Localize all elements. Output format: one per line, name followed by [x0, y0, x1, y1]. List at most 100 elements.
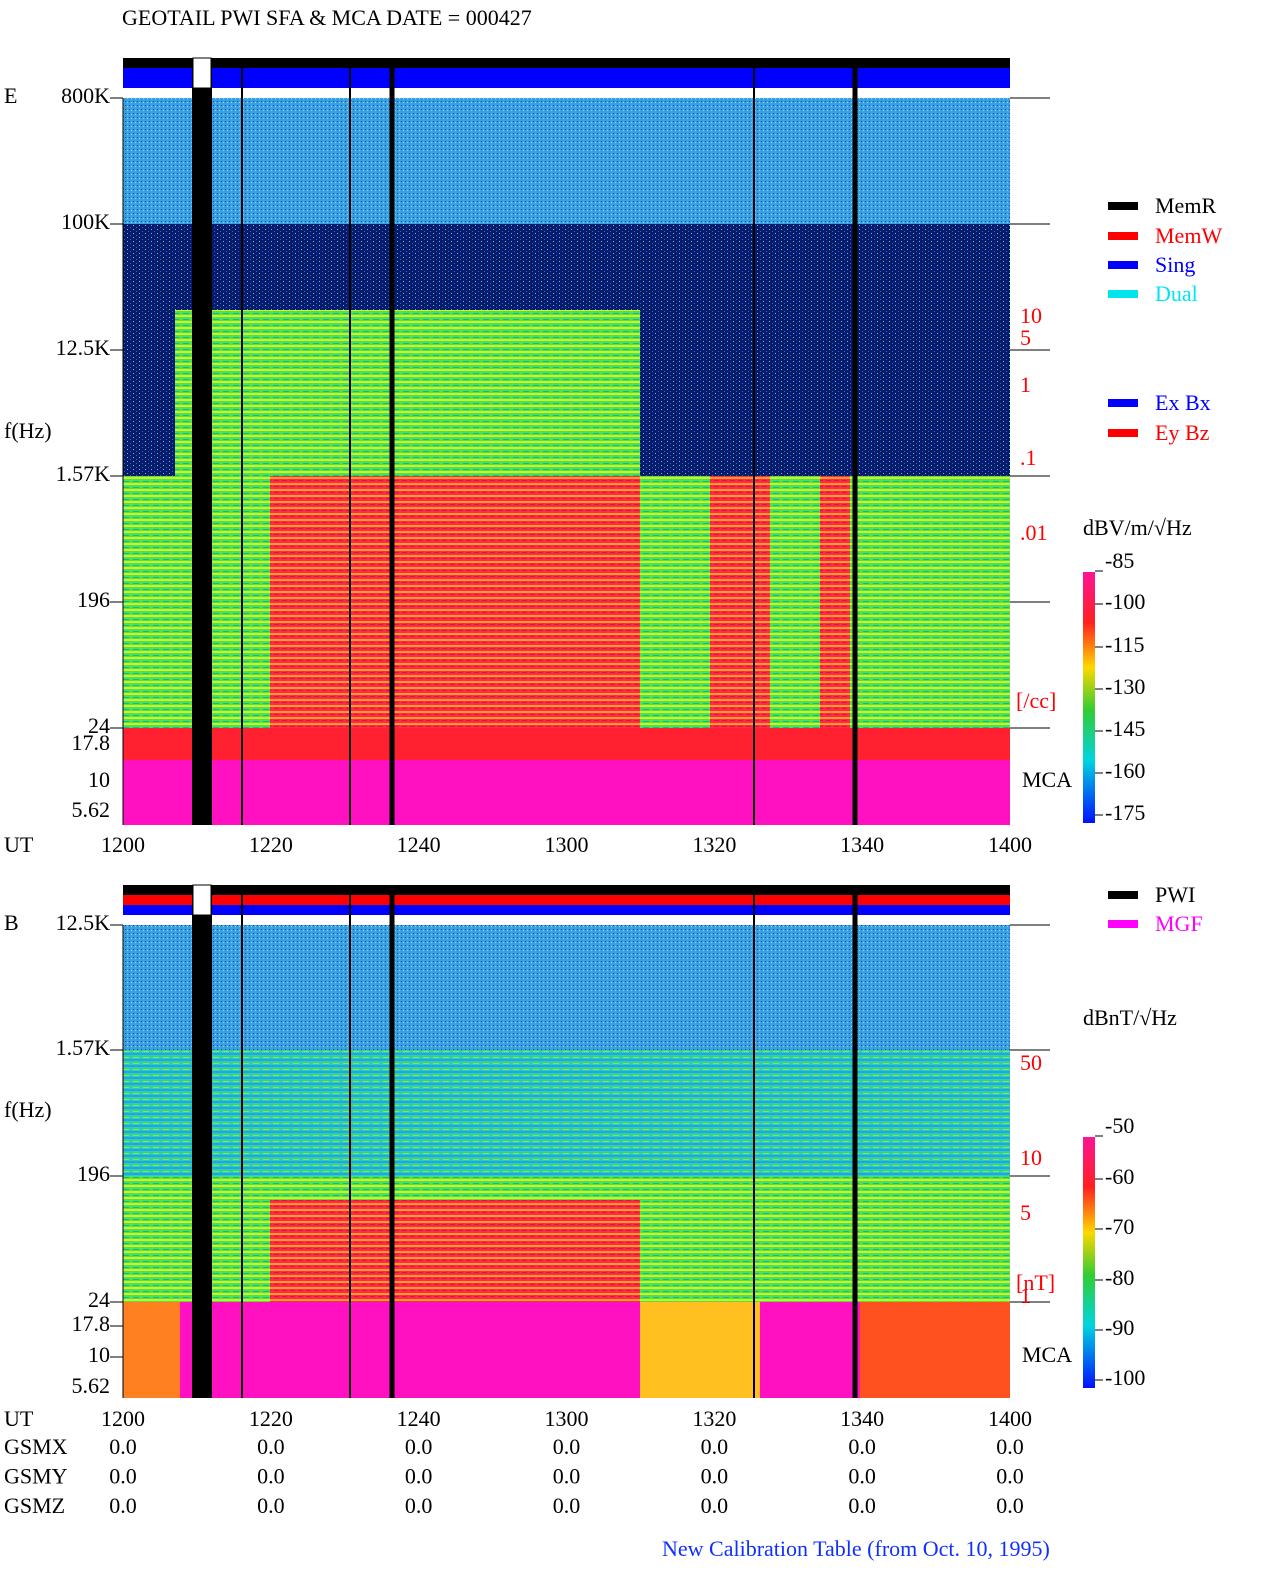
density-tick: 10 — [1020, 303, 1042, 328]
colorbar-tick: -130 — [1105, 674, 1145, 699]
orbit-value: 0.0 — [109, 1434, 137, 1459]
legend-label: PWI — [1155, 882, 1195, 907]
density-tick: .01 — [1020, 520, 1048, 545]
y-axis-label: f(Hz) — [4, 418, 52, 443]
density-unit: [/cc] — [1016, 688, 1056, 713]
panel-label: E — [4, 83, 17, 108]
y-tick-label: 100K — [61, 209, 110, 234]
legend-swatch — [1108, 202, 1138, 210]
colorbar-tick: -90 — [1105, 1315, 1134, 1340]
orbit-label: GSMY — [4, 1464, 68, 1489]
y-tick-label: 1.57K — [56, 1035, 111, 1060]
y-tick-label: 196 — [77, 1161, 110, 1186]
y-tick-label: 5.62 — [72, 1373, 111, 1398]
legend-swatch — [1108, 290, 1138, 298]
orbit-value: 0.0 — [553, 1493, 581, 1518]
spectrogram — [640, 1302, 760, 1398]
x-axis-label: UT — [4, 832, 34, 857]
orbit-value: 0.0 — [405, 1464, 433, 1489]
colorbar-tick: -60 — [1105, 1164, 1134, 1189]
legend-label: MGF — [1155, 911, 1203, 936]
legend-label: MemR — [1155, 193, 1216, 218]
y-tick-label: 24 — [88, 1287, 110, 1312]
orbit-value: 0.0 — [996, 1434, 1024, 1459]
orbit-value: 0.0 — [257, 1434, 285, 1459]
orbit-label: GSMZ — [4, 1493, 65, 1518]
colorbar-tick: -80 — [1105, 1265, 1134, 1290]
colorbar-tick: -175 — [1105, 800, 1145, 825]
orbit-value: 0.0 — [553, 1434, 581, 1459]
spectrogram — [123, 98, 1010, 224]
legend-label: Ex Bx — [1155, 390, 1211, 415]
spectrogram — [710, 476, 770, 728]
orbit-value: 0.0 — [701, 1493, 729, 1518]
status-bar — [123, 885, 1010, 895]
orbit-value: 0.0 — [701, 1434, 729, 1459]
title: GEOTAIL PWI SFA & MCA DATE = 000427 — [122, 5, 532, 30]
spectrogram — [123, 728, 1010, 760]
spectrogram — [123, 1302, 180, 1398]
colorbar-tick: -160 — [1105, 758, 1145, 783]
density-unit: [nT] — [1016, 1270, 1055, 1295]
x-tick-label: 1200 — [101, 832, 145, 857]
orbit-value: 0.0 — [257, 1493, 285, 1518]
orbit-value: 0.0 — [109, 1464, 137, 1489]
orbit-value: 0.0 — [553, 1464, 581, 1489]
density-tick: .1 — [1020, 445, 1037, 470]
y-tick-label: 24 — [88, 713, 110, 738]
colorbar-tick: -100 — [1105, 1365, 1145, 1390]
legend-swatch — [1108, 920, 1138, 928]
legend-swatch — [1108, 891, 1138, 899]
gap-marker — [192, 884, 212, 916]
colorbar-tick: -100 — [1105, 589, 1145, 614]
spectrogram — [860, 1302, 1010, 1398]
density-tick: 50 — [1020, 1050, 1042, 1075]
status-bar — [123, 68, 1010, 78]
orbit-label: GSMX — [4, 1434, 68, 1459]
colorbar-unit: dBnT/√Hz — [1083, 1005, 1177, 1030]
y-tick-label: 196 — [77, 587, 110, 612]
x-tick-label: 1300 — [545, 1406, 589, 1431]
density-tick: 5 — [1020, 325, 1031, 350]
x-tick-label: 1200 — [101, 1406, 145, 1431]
legend-swatch — [1108, 399, 1138, 407]
legend-label: Sing — [1155, 252, 1195, 277]
spectrogram — [270, 476, 640, 728]
orbit-value: 0.0 — [848, 1464, 876, 1489]
footer: New Calibration Table (from Oct. 10, 199… — [662, 1536, 1050, 1561]
x-tick-label: 1340 — [840, 832, 884, 857]
x-axis-label: UT — [4, 1406, 34, 1431]
x-tick-label: 1400 — [988, 1406, 1032, 1431]
colorbar-tick: -70 — [1105, 1214, 1134, 1239]
orbit-value: 0.0 — [848, 1493, 876, 1518]
legend-swatch — [1108, 232, 1138, 240]
status-bar — [123, 58, 1010, 68]
x-tick-label: 1320 — [692, 832, 736, 857]
colorbar-tick: -50 — [1105, 1113, 1134, 1138]
y-tick-label: 17.8 — [72, 730, 111, 755]
density-tick: 1 — [1020, 1283, 1031, 1308]
y-tick-label: 17.8 — [72, 1311, 111, 1336]
density-tick: 5 — [1020, 1200, 1031, 1225]
legend-label: Dual — [1155, 281, 1198, 306]
spectrogram — [270, 1200, 640, 1302]
colorbar-tick: -145 — [1105, 716, 1145, 741]
gap-marker — [192, 57, 212, 89]
status-bar — [123, 78, 1010, 88]
x-tick-label: 1220 — [249, 832, 293, 857]
legend-label: Ey Bz — [1155, 420, 1210, 445]
legend-swatch — [1108, 261, 1138, 269]
x-tick-label: 1320 — [692, 1406, 736, 1431]
y-tick-label: 12.5K — [56, 910, 111, 935]
x-tick-label: 1400 — [988, 832, 1032, 857]
legend-swatch — [1108, 429, 1138, 437]
orbit-value: 0.0 — [848, 1434, 876, 1459]
spectrogram — [123, 925, 1010, 1050]
status-bar — [123, 905, 1010, 915]
y-tick-label: 10 — [88, 1342, 110, 1367]
y-tick-label: 12.5K — [56, 335, 111, 360]
colorbar — [1083, 572, 1095, 823]
density-tick: 1 — [1020, 372, 1031, 397]
x-tick-label: 1220 — [249, 1406, 293, 1431]
